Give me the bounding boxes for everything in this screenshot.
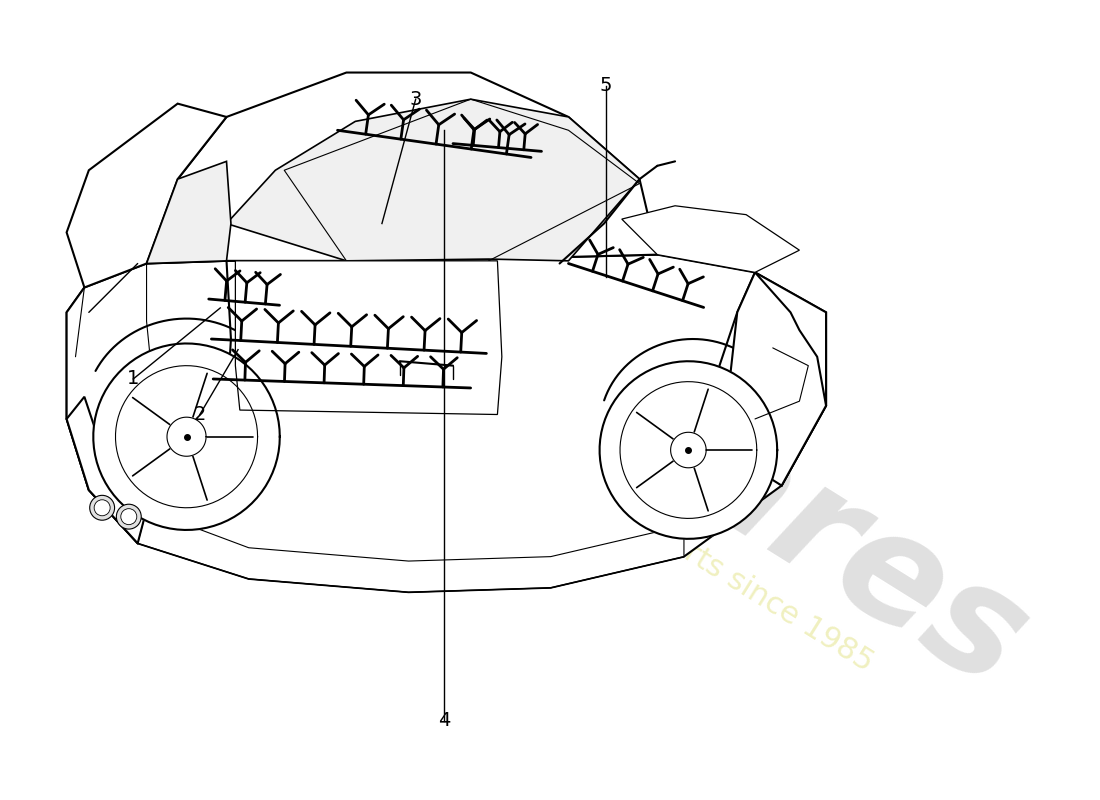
Polygon shape: [67, 254, 826, 592]
Polygon shape: [600, 362, 778, 539]
Text: a passion for parts since 1985: a passion for parts since 1985: [472, 409, 878, 678]
Text: 1: 1: [126, 370, 140, 389]
Polygon shape: [719, 272, 826, 486]
Polygon shape: [621, 206, 800, 272]
Text: 4: 4: [438, 711, 450, 730]
Polygon shape: [67, 104, 227, 287]
Polygon shape: [94, 343, 279, 530]
Text: 5: 5: [600, 76, 612, 95]
Circle shape: [95, 500, 110, 516]
Polygon shape: [227, 99, 639, 261]
Circle shape: [90, 495, 114, 520]
Polygon shape: [146, 162, 231, 263]
Polygon shape: [728, 272, 826, 486]
Polygon shape: [67, 261, 231, 543]
Text: 3: 3: [409, 90, 422, 109]
Polygon shape: [235, 261, 502, 414]
Text: eurospares: eurospares: [155, 82, 1053, 720]
Circle shape: [117, 504, 141, 529]
Circle shape: [121, 509, 136, 525]
Polygon shape: [138, 510, 684, 592]
Polygon shape: [67, 397, 146, 543]
Polygon shape: [167, 417, 206, 456]
Text: 2: 2: [194, 405, 206, 424]
Polygon shape: [671, 432, 706, 468]
Polygon shape: [146, 73, 658, 263]
